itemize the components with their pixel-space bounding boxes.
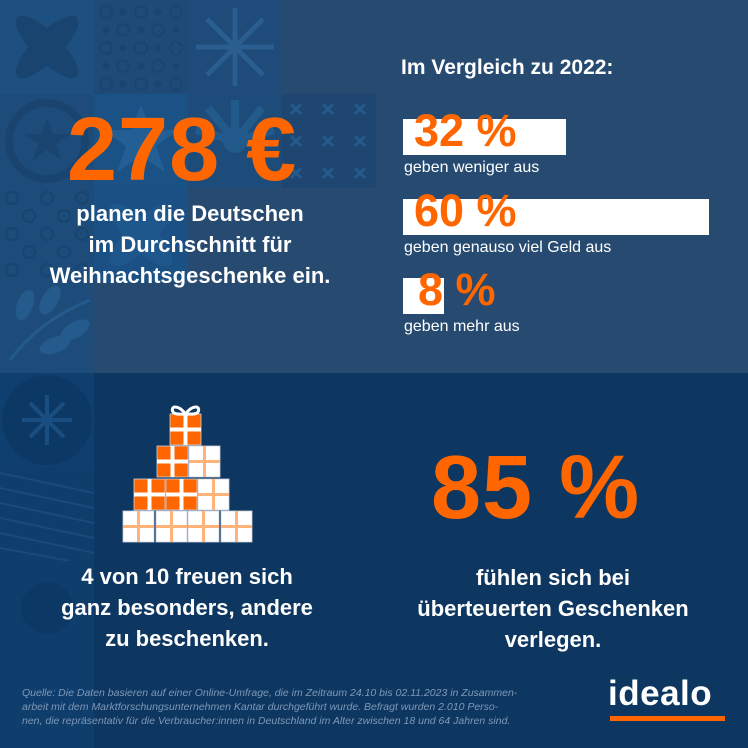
headline-line-3: Weihnachtsgeschenke ein. <box>49 263 331 288</box>
comparison-label: geben weniger aus <box>404 159 540 176</box>
logo-underline <box>610 716 725 721</box>
stripes-pattern <box>0 472 95 562</box>
comparison-bar <box>403 278 444 314</box>
comparison-bar <box>403 119 567 155</box>
stat-85-text: fühlen sich bei überteuerten Geschenken … <box>403 562 703 655</box>
headline-text: planen die Deutschen im Durchschnitt für… <box>40 198 340 291</box>
gift-box-highlighted <box>156 445 189 478</box>
gift-box <box>220 510 253 543</box>
x-pattern-icon <box>289 102 367 180</box>
gift-box-highlighted <box>165 478 198 511</box>
decorative-tile-pattern-bottom <box>0 373 95 748</box>
gifts-line-3: zu beschenken. <box>105 626 269 651</box>
gifts-line-2: ganz besonders, andere <box>61 595 313 620</box>
leaves-icon <box>8 285 91 361</box>
comparison-label: geben mehr aus <box>404 318 520 335</box>
source-note: Quelle: Die Daten basieren auf einer Onl… <box>22 686 582 728</box>
gift-box-highlighted <box>169 413 202 446</box>
stat-85-value: 85 % <box>431 438 641 538</box>
stat-85-line-2: überteuerten Geschenken <box>417 596 689 621</box>
comparison-value: 60 % <box>414 185 517 236</box>
comparison-value: 8 % <box>418 264 496 315</box>
bottom-section: 4 von 10 freuen sich ganz besonders, and… <box>0 373 748 748</box>
decorative-tile-pattern <box>0 0 376 373</box>
idealo-logo: idealo <box>608 674 713 713</box>
gift-bow-icon <box>170 405 201 416</box>
snowflake-icon <box>22 395 72 445</box>
gift-box <box>188 445 221 478</box>
comparison-title: Im Vergleich zu 2022: <box>401 56 614 79</box>
source-line-1: Quelle: Die Daten basieren auf einer Onl… <box>22 687 518 699</box>
petal-icon <box>15 15 79 79</box>
gift-box <box>187 510 220 543</box>
source-line-3: nen, die repräsentativ für die Verbrauch… <box>22 715 511 727</box>
comparison-value: 32 % <box>414 105 517 156</box>
average-amount: 278 € <box>67 100 298 200</box>
stat-85-line-3: verlegen. <box>504 627 602 652</box>
gifts-line-1: 4 von 10 freuen sich <box>81 564 293 589</box>
gift-box <box>122 510 155 543</box>
star-circle-icon <box>5 99 89 183</box>
comparison-label: geben genauso viel Geld aus <box>404 239 612 256</box>
star-icon <box>104 105 178 172</box>
stat-85-line-1: fühlen sich bei <box>475 565 631 590</box>
comparison-bar <box>403 199 709 235</box>
gift-pyramid <box>122 405 253 543</box>
headline-line-1: planen die Deutschen <box>76 201 304 226</box>
gift-box <box>197 478 230 511</box>
top-section: 278 € planen die Deutschen im Durchschni… <box>0 0 748 373</box>
gift-box <box>155 510 188 543</box>
gifts-text: 4 von 10 freuen sich ganz besonders, and… <box>37 561 337 654</box>
gift-box-highlighted <box>133 478 166 511</box>
source-line-2: arbeit mit dem Marktforschungsunternehme… <box>22 701 499 713</box>
snowflake-icon <box>196 8 274 86</box>
headline-line-2: im Durchschnitt für <box>88 232 292 257</box>
dots-pattern-icon <box>99 5 183 91</box>
